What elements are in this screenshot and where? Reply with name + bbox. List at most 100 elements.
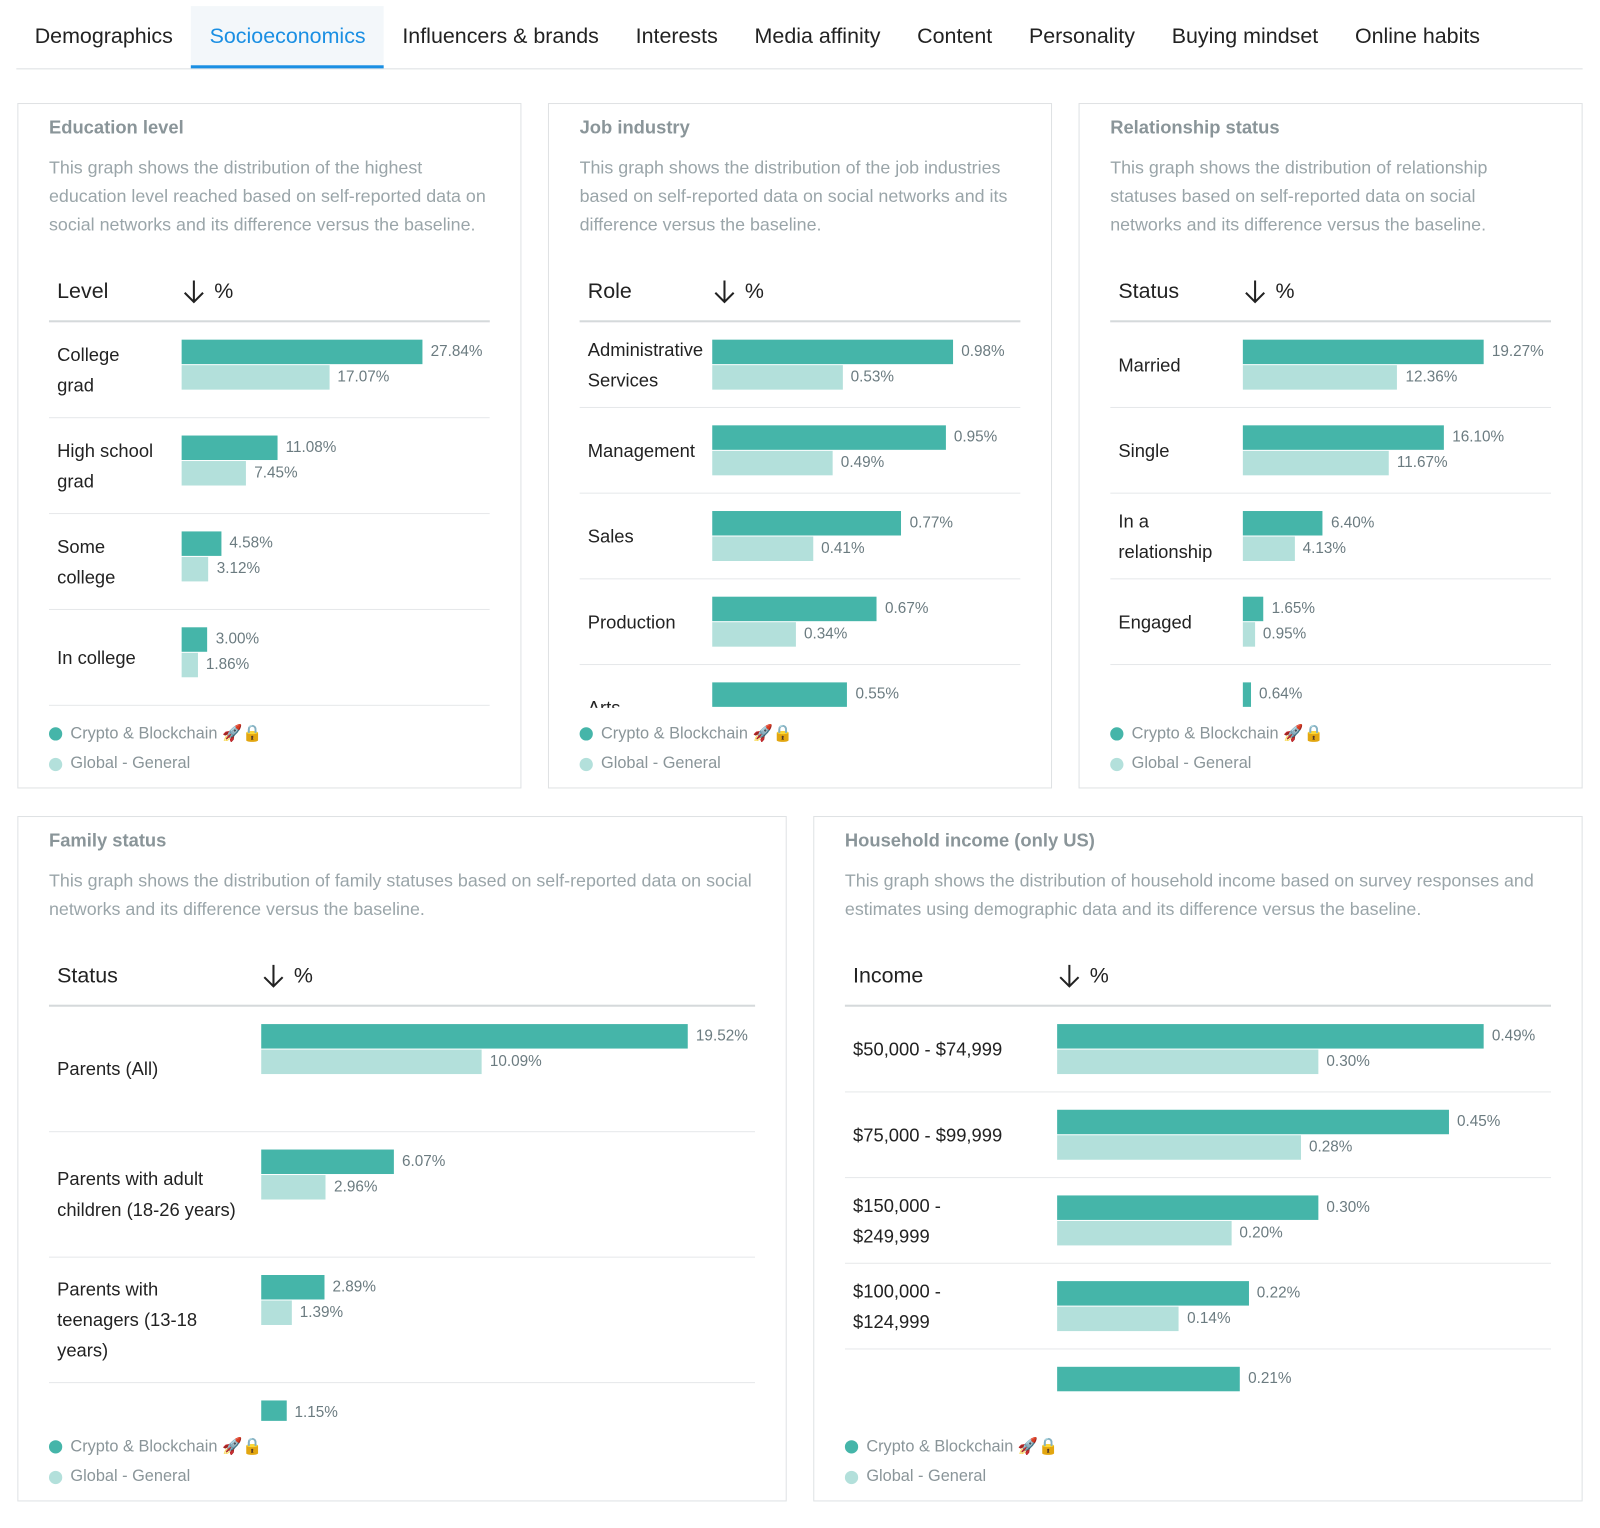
tab[interactable]: Content [917,24,993,48]
value-label: 4.58% [229,534,273,552]
panel-title: Family status [48,830,167,851]
tab[interactable]: Personality [1028,24,1135,48]
value-label: 3.00% [215,630,260,648]
legend-label: Crypto & Blockchain 🚀🔒 [601,725,794,743]
column-header: Level [57,279,109,303]
table-row: Parents with adult children (18-26 years… [48,1132,756,1258]
bar [181,627,208,652]
legend-label: Crypto & Blockchain 🚀🔒 [70,1438,263,1456]
legend: Crypto & Blockchain 🚀🔒 Global - General [579,708,1021,788]
panel-description: This graph shows the distribution of hou… [844,870,1534,920]
legend-item[interactable]: Crypto & Blockchain 🚀🔒 [579,718,1021,749]
value-label: 0.49% [1491,1027,1536,1045]
value-label: 2.89% [332,1278,376,1296]
bar [181,556,209,582]
sort-icon[interactable] [261,963,285,990]
column-header: Role [587,279,632,303]
table-row: Engaged 1.65% 0.95% [1110,579,1552,666]
table-row: $100,000 - $124,999 0.22% 0.14% [844,1264,1552,1350]
sort-icon[interactable] [182,278,206,305]
table-row: 0.64% [1110,665,1551,708]
value-label: 0.34% [803,625,848,643]
bar-area: 0.55% [712,665,1020,708]
sort-icon[interactable] [1057,963,1081,990]
value-label: 0.20% [1239,1224,1283,1242]
table-row: Parents (All) 19.52% 10.09% [48,1007,756,1133]
column-header: % [744,279,764,303]
panel: Household income (only US) This graph sho… [813,816,1583,1502]
legend-dot [1110,757,1124,771]
legend-item[interactable]: Global - General [48,749,490,780]
bar-area: 19.27% 12.36% [1242,322,1551,407]
legend-label: Global - General [866,1467,987,1486]
bar [712,365,843,390]
table-row: Parents with teenagers (13-18 years) 2.89… [48,1258,756,1384]
row-label: Arts [587,697,621,708]
tab[interactable]: Media affinity [754,24,881,48]
table-row: Married 19.27% 12.36% [1110,322,1552,408]
bar-area: 0.98% 0.53% [712,322,1020,407]
bar [181,652,198,678]
value-label: 0.77% [909,514,954,532]
row-label: Some college [57,536,116,588]
table-row: Arts 0.55% [580,665,1021,708]
panel-description: This graph shows the distribution of the… [48,157,486,235]
legend: Crypto & Blockchain 🚀🔒 Global - General [48,708,490,788]
legend-item[interactable]: Global - General [48,1462,755,1493]
bar-area: 0.67% 0.34% [712,579,1020,664]
bar-area: 4.58% 3.12% [181,514,490,609]
sort-icon[interactable] [1243,278,1267,305]
bar [1242,511,1323,536]
legend-label: Global - General [70,1467,191,1486]
bar-area: 27.84% 17.07% [181,322,490,417]
bar-area: 0.49% 0.30% [1057,1007,1551,1092]
row-label: Sales [587,525,634,547]
value-label: 1.39% [299,1303,344,1321]
sort-icon[interactable] [712,278,736,305]
tab[interactable]: Influencers & brands [402,24,599,48]
legend-label: Global - General [70,754,191,773]
panel-description: This graph shows the distribution of the… [579,157,1008,235]
row-label: Management [587,440,695,461]
legend-item[interactable]: Global - General [579,749,1021,780]
legend-dot [48,1470,63,1484]
bar [1057,1281,1249,1306]
tab[interactable]: Demographics [34,24,173,48]
bar-area: 16.10% 11.67% [1242,408,1551,493]
value-label: 0.95% [1262,625,1307,643]
value-label: 1.86% [205,655,250,674]
tab[interactable]: Socioeconomics [191,6,384,69]
legend-dot [48,726,63,741]
legend-label: Global - General [601,754,721,773]
value-label: 0.49% [840,453,885,472]
bar-area: 0.45% 0.28% [1057,1092,1551,1177]
bar [261,1149,394,1175]
value-label: 12.36% [1405,368,1458,386]
row-label: College grad [57,344,120,396]
table-row: In college 3.00% 1.86% [48,610,490,706]
legend-item[interactable]: Global - General [1110,749,1551,780]
value-label: 1.15% [294,1403,338,1421]
legend-item[interactable]: Crypto & Blockchain 🚀🔒 [1110,718,1551,749]
tab[interactable]: Interests [635,24,718,48]
bar [1057,1195,1319,1220]
legend-item[interactable]: Crypto & Blockchain 🚀🔒 [48,718,490,749]
column-header: % [293,963,313,988]
tab[interactable]: Online habits [1354,24,1481,48]
row-label: Production [587,611,676,632]
bar [1057,1306,1179,1332]
legend-item[interactable]: Crypto & Blockchain 🚀🔒 [48,1431,755,1462]
legend-label: Crypto & Blockchain 🚀🔒 [866,1438,1059,1456]
legend-dot [1110,726,1124,741]
bar [712,450,833,476]
legend-item[interactable]: Crypto & Blockchain 🚀🔒 [844,1431,1551,1462]
legend-item[interactable]: Global - General [844,1462,1551,1493]
tab[interactable]: Buying mindset [1171,24,1319,48]
column-header: Status [1118,279,1180,303]
value-label: 0.53% [850,368,895,386]
bar [712,425,946,450]
panel-description: This graph shows the distribution of fam… [48,870,752,920]
bar-area: 6.40% 4.13% [1242,494,1551,579]
bar-area: 0.22% 0.14% [1057,1264,1551,1349]
